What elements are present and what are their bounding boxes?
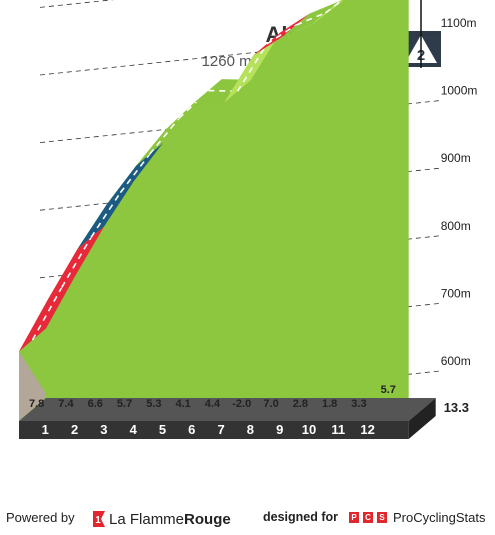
km-marker: 12 bbox=[360, 422, 374, 437]
road-segment bbox=[48, 225, 105, 299]
km-marker: 5 bbox=[159, 422, 166, 437]
elevation-profile-chart: 7.8 7.4 6.6 5.7 5.3 4.1 4.4 -2.0 7.0 2.8 1.8 3.3 5.7… bbox=[19, 0, 478, 439]
gradient-label: 5.7 bbox=[117, 398, 132, 410]
profile-area bbox=[19, 0, 409, 421]
gradient-label: 4.1 bbox=[176, 398, 191, 410]
elevation-gridline bbox=[39, 0, 115, 8]
profile-fill bbox=[19, 0, 409, 421]
la-flamme-rouge-logo[interactable]: 1 La FlammeRouge bbox=[92, 510, 231, 528]
road-segment bbox=[253, 13, 310, 56]
road-segment bbox=[19, 275, 76, 352]
gradient-label: 5.3 bbox=[146, 398, 161, 410]
gradient-label: 5.7 bbox=[381, 384, 396, 396]
elevation-tick-label: 700m bbox=[441, 286, 471, 300]
pcs-letter-s: S bbox=[377, 512, 387, 523]
elevation-tick-label: 600m bbox=[441, 354, 471, 368]
km-marker: 2 bbox=[71, 422, 78, 437]
elevation-tick-label: 1100m bbox=[441, 16, 477, 30]
brand-name-a: La Flamme bbox=[109, 510, 185, 528]
road-centerline bbox=[266, 24, 297, 45]
total-distance-label: 13.3 bbox=[444, 400, 469, 415]
road-centerline bbox=[295, 12, 326, 26]
designed-for-label: designed for bbox=[263, 510, 339, 524]
gradient-label: 3.3 bbox=[351, 398, 366, 410]
pcs-name: ProCyclingStats bbox=[393, 510, 486, 525]
gradient-label: 2.8 bbox=[293, 398, 308, 410]
flame-flag-icon: 1 bbox=[93, 511, 105, 527]
road-centerline bbox=[90, 192, 122, 238]
km-marker: 10 bbox=[302, 422, 316, 437]
start-wall bbox=[19, 351, 45, 421]
elevation-tick-label: 900m bbox=[441, 151, 471, 165]
gradient-label: 7.0 bbox=[263, 398, 278, 410]
gradient-label: 4.4 bbox=[205, 398, 221, 410]
road-centerline bbox=[61, 236, 92, 288]
km-marker: 4 bbox=[130, 422, 138, 437]
powered-by-label: Powered by bbox=[6, 510, 75, 525]
km-marker: 8 bbox=[247, 422, 254, 437]
gradient-label: 7.4 bbox=[58, 398, 74, 410]
base-side bbox=[408, 398, 436, 439]
km-marker: 1 bbox=[42, 422, 49, 437]
pcs-letter-c: C bbox=[363, 512, 373, 523]
gradient-label: 6.6 bbox=[88, 398, 103, 410]
km-marker: 9 bbox=[276, 422, 283, 437]
brand-name-b: Rouge bbox=[184, 510, 231, 528]
km-marker: 11 bbox=[331, 422, 345, 437]
road-segment bbox=[341, 0, 344, 3]
elevation-tick-label: 1000m bbox=[441, 84, 478, 98]
km-marker: 6 bbox=[188, 422, 195, 437]
road-centerline bbox=[149, 117, 180, 155]
base-top bbox=[19, 398, 436, 421]
elevation-axis: 600m700m800m900m1000m1100m1200m bbox=[441, 16, 478, 368]
km-marker: 7 bbox=[217, 422, 224, 437]
road-segment bbox=[312, 0, 344, 25]
base-front bbox=[19, 421, 409, 439]
profile-labels: 7.8 7.4 6.6 5.7 5.3 4.1 4.4 -2.0 7.0 2.8 1.8 3.3 5.7… bbox=[29, 384, 469, 437]
elevation-tick-label: 800m bbox=[441, 219, 471, 233]
profile-base bbox=[19, 398, 436, 439]
pcs-letter-p: P bbox=[349, 512, 359, 523]
road-centerline bbox=[119, 153, 151, 194]
road-band bbox=[19, 0, 422, 352]
road-centerline bbox=[236, 43, 268, 92]
brand-number: 1 bbox=[95, 515, 101, 526]
gradient-label: 7.8 bbox=[29, 398, 44, 410]
gradient-label: -2.0 bbox=[232, 398, 251, 410]
km-marker: 3 bbox=[100, 422, 107, 437]
gradient-label: 1.8 bbox=[322, 398, 337, 410]
